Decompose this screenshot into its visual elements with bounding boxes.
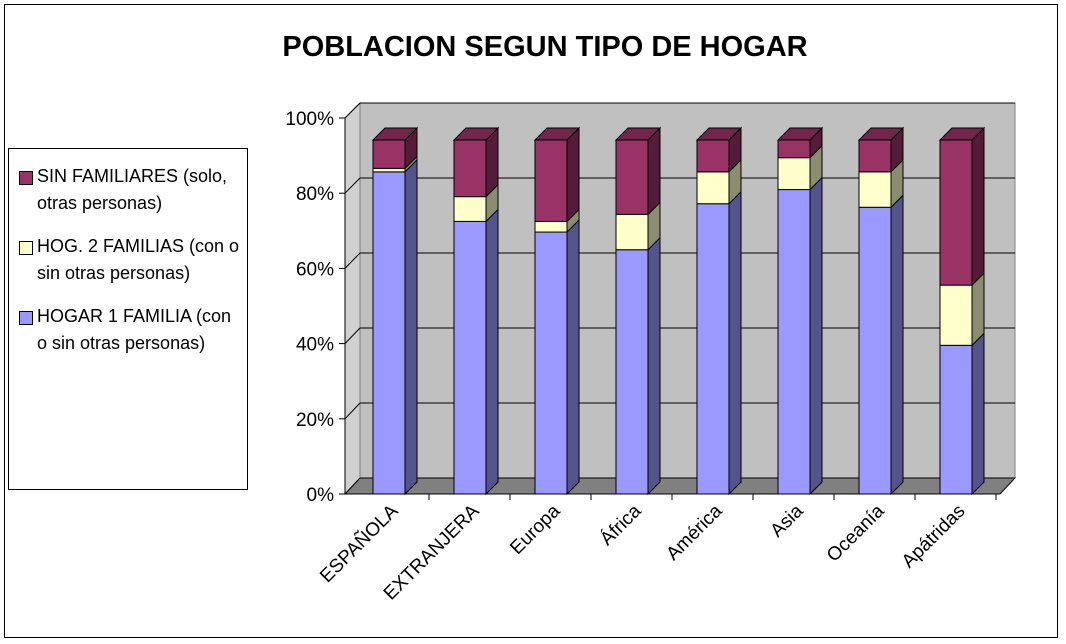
bar-side — [647, 126, 661, 216]
y-tick-label: 100% — [285, 109, 334, 130]
bar — [696, 203, 730, 495]
bar-side — [728, 190, 742, 496]
bar — [615, 249, 649, 495]
legend-item: HOGAR 1 FAMILIA (con o sin otras persona… — [19, 303, 241, 357]
x-tick-label: Asia — [767, 500, 808, 541]
grid-line — [344, 327, 361, 344]
legend-swatch — [19, 171, 33, 185]
bar-side — [404, 158, 418, 496]
bar — [939, 139, 973, 286]
bar-side — [809, 176, 823, 496]
y-tick-label: 60% — [296, 259, 334, 280]
x-tick-label: Apátridas — [898, 501, 970, 573]
grid-line — [344, 402, 361, 420]
x-tick-label: ESPAÑOLA — [316, 500, 403, 587]
bar-top — [452, 127, 500, 141]
bar-side — [485, 208, 499, 496]
bar — [696, 139, 730, 173]
y-tick-label: 20% — [296, 410, 334, 431]
bar — [696, 171, 730, 205]
bar-side — [647, 236, 661, 496]
chart-title: POBLACION SEGUN TIPO DE HOGAR — [282, 31, 807, 63]
x-tick-label: Europa — [506, 500, 564, 558]
legend-item: HOG. 2 FAMILIAS (con o sin otras persona… — [19, 233, 241, 287]
bar — [453, 196, 487, 222]
grid-line — [344, 477, 361, 495]
bar — [777, 189, 811, 495]
y-tick-label: 80% — [296, 184, 334, 205]
bar-side — [971, 332, 985, 496]
x-tick-label: América — [662, 500, 726, 564]
legend-label: HOGAR 1 FAMILIA (con o sin otras persona… — [37, 306, 232, 353]
floor — [343, 477, 1017, 495]
bar-side — [890, 194, 904, 496]
bar-top — [776, 127, 824, 141]
bar — [372, 139, 406, 169]
bar — [534, 231, 568, 495]
legend-swatch — [19, 241, 33, 255]
legend-swatch — [19, 311, 33, 325]
grid-line — [344, 177, 361, 194]
bar — [858, 171, 892, 208]
grid-line — [344, 102, 361, 119]
bar-top — [371, 127, 419, 141]
bar-top — [695, 127, 743, 141]
bar-side — [566, 218, 580, 496]
side-wall — [344, 101, 361, 496]
legend-item: SIN FAMILIARES (solo, otras personas) — [19, 163, 241, 217]
bar-side — [566, 126, 580, 223]
y-tick-label: 0% — [307, 485, 335, 506]
bar — [858, 139, 892, 173]
chart-frame — [4, 4, 1058, 638]
bar — [615, 139, 649, 215]
bar — [777, 157, 811, 191]
bar — [939, 344, 973, 495]
bar-top — [938, 127, 986, 141]
grid-line — [344, 252, 361, 269]
bar — [453, 139, 487, 198]
bar-top — [614, 127, 662, 141]
bar — [534, 139, 568, 222]
legend: SIN FAMILIARES (solo, otras personas) HOG… — [8, 148, 248, 490]
bar — [777, 139, 811, 159]
legend-label: SIN FAMILIARES (solo, otras personas) — [37, 166, 228, 213]
bar — [372, 167, 406, 173]
legend-label: HOG. 2 FAMILIAS (con o sin otras persona… — [37, 236, 240, 283]
bar — [534, 220, 568, 233]
y-tick-label: 40% — [296, 335, 334, 356]
bar-side — [971, 126, 985, 287]
x-tick-label: Oceanía — [823, 500, 889, 566]
x-tick-label: África — [596, 500, 645, 549]
bar — [858, 206, 892, 495]
bar — [372, 171, 406, 495]
bar — [615, 213, 649, 251]
bar — [453, 220, 487, 495]
bar-top — [533, 127, 581, 141]
bar-top — [857, 127, 905, 141]
bar — [939, 284, 973, 346]
